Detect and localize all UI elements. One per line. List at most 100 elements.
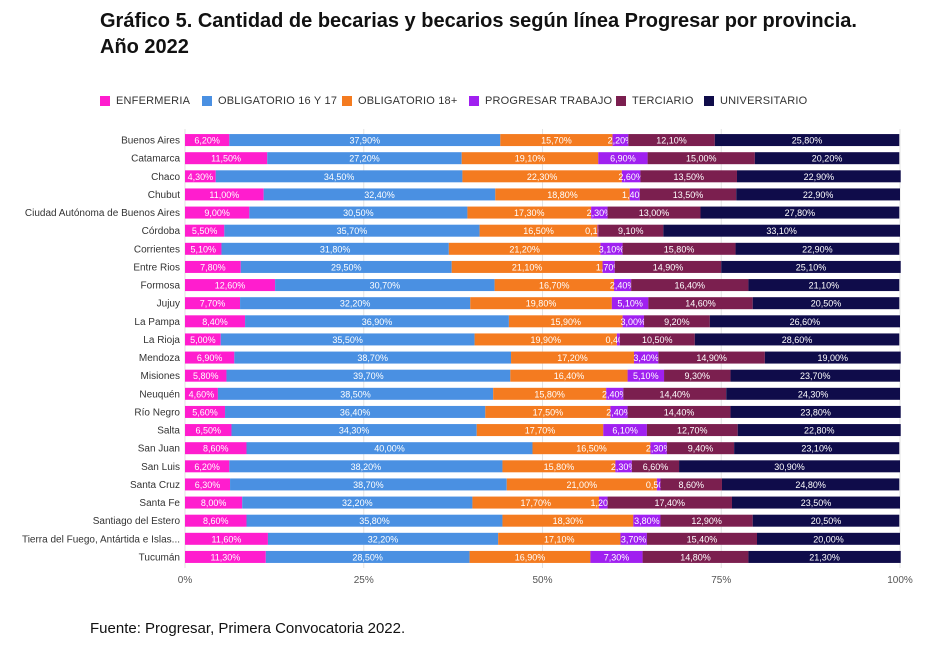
- data-label: 7,70%: [200, 299, 226, 309]
- data-label: 24,30%: [798, 389, 829, 399]
- bar-segment: [658, 351, 765, 364]
- category-label: San Juan: [138, 444, 180, 455]
- bar-segment: [757, 532, 900, 545]
- data-label: 17,40%: [655, 498, 686, 508]
- data-label: 22,30%: [527, 172, 558, 182]
- data-label: 22,90%: [802, 244, 833, 254]
- bar-segment: [532, 442, 651, 455]
- bar-segment: [511, 351, 635, 364]
- bar-segment: [185, 224, 225, 237]
- data-label: 6,60%: [643, 462, 669, 472]
- bar-segment: [612, 134, 629, 147]
- bar-segment: [185, 496, 243, 509]
- source-note: Fuente: Progresar, Primera Convocatoria …: [90, 620, 406, 637]
- bar-segment: [623, 387, 727, 400]
- bar-segment: [231, 424, 477, 437]
- bar-segment: [642, 550, 749, 563]
- data-label: 21,10%: [809, 281, 840, 291]
- data-label: 23,10%: [801, 444, 832, 454]
- data-label: 3,00%: [621, 317, 647, 327]
- data-label: 5,80%: [193, 371, 219, 381]
- bar-segment: [748, 279, 900, 292]
- data-label: 15,40%: [687, 534, 718, 544]
- legend-item: UNIVERSITARIO: [704, 95, 807, 107]
- data-label: 30,70%: [370, 281, 401, 291]
- data-label: 17,50%: [533, 407, 564, 417]
- bar-segment: [607, 496, 732, 509]
- bar-segment: [245, 315, 509, 328]
- data-label: 16,50%: [576, 444, 607, 454]
- category-label: Córdoba: [142, 226, 181, 237]
- bar-segment: [736, 170, 901, 183]
- bar-segment: [242, 496, 473, 509]
- data-label: 10,50%: [642, 335, 673, 345]
- data-label: 6,10%: [612, 426, 638, 436]
- data-label: 38,70%: [357, 353, 388, 363]
- bar-segment: [700, 206, 900, 219]
- data-label: 29,50%: [331, 262, 362, 272]
- bar-segment: [263, 188, 496, 201]
- chart-title: Gráfico 5. Cantidad de becarias y becari…: [100, 10, 857, 58]
- bar-segment: [737, 424, 901, 437]
- bar-segment: [185, 550, 266, 563]
- bar-segment: [506, 478, 657, 491]
- data-label: 6,20%: [194, 136, 220, 146]
- legend-swatch: [469, 96, 479, 106]
- data-label: 8,00%: [201, 498, 227, 508]
- bar-segment: [234, 351, 512, 364]
- data-label: 11,50%: [211, 154, 241, 164]
- bar-segment: [185, 532, 268, 545]
- data-label: 13,50%: [673, 172, 704, 182]
- bar-segment: [185, 279, 276, 292]
- bar-segment: [485, 405, 611, 418]
- data-label: 0,50%: [646, 480, 672, 490]
- data-label: 34,50%: [324, 172, 355, 182]
- bar-segment: [627, 405, 731, 418]
- bar-segment: [590, 550, 643, 563]
- bar-segment: [634, 351, 659, 364]
- bar-segment: [493, 387, 607, 400]
- data-label: 32,20%: [340, 299, 371, 309]
- data-label: 17,70%: [520, 498, 551, 508]
- bar-segment: [764, 351, 901, 364]
- data-label: 38,50%: [340, 389, 371, 399]
- data-label: 8,60%: [678, 480, 704, 490]
- data-label: 21,10%: [512, 262, 543, 272]
- data-label: 19,90%: [530, 335, 561, 345]
- legend-label: ENFERMERIA: [116, 95, 191, 107]
- legend-swatch: [342, 96, 352, 106]
- data-label: 13,00%: [639, 208, 670, 218]
- bar-segment: [185, 460, 230, 473]
- data-label: 9,00%: [204, 208, 230, 218]
- category-label: Buenos Aires: [121, 136, 180, 147]
- data-label: 12,70%: [677, 426, 708, 436]
- data-label: 3,10%: [599, 244, 625, 254]
- bar-segment: [620, 532, 647, 545]
- bar-segment: [185, 297, 241, 310]
- data-label: 17,70%: [525, 426, 556, 436]
- bar-segment: [502, 460, 616, 473]
- bar-segment: [185, 315, 246, 328]
- data-label: 9,30%: [685, 371, 711, 381]
- legend-label: PROGRESAR TRABAJO: [485, 95, 613, 107]
- data-label: 15,80%: [664, 244, 695, 254]
- data-label: 38,20%: [351, 462, 382, 472]
- bar-segment: [265, 550, 470, 563]
- bar-segment: [666, 442, 735, 455]
- data-label: 18,80%: [547, 190, 578, 200]
- bar-segment: [275, 279, 495, 292]
- data-label: 15,80%: [544, 462, 575, 472]
- data-label: 25,80%: [792, 136, 823, 146]
- category-label: Formosa: [141, 281, 181, 292]
- bar-segment: [448, 242, 601, 255]
- data-label: 20,50%: [811, 516, 842, 526]
- bar-segment: [600, 242, 623, 255]
- data-label: 0,40%: [606, 335, 632, 345]
- category-label: Catamarca: [131, 154, 180, 165]
- data-label: 15,90%: [550, 317, 581, 327]
- data-label: 28,60%: [782, 335, 813, 345]
- bar-segment: [221, 242, 449, 255]
- data-label: 5,10%: [617, 299, 643, 309]
- bar-segment: [185, 369, 227, 382]
